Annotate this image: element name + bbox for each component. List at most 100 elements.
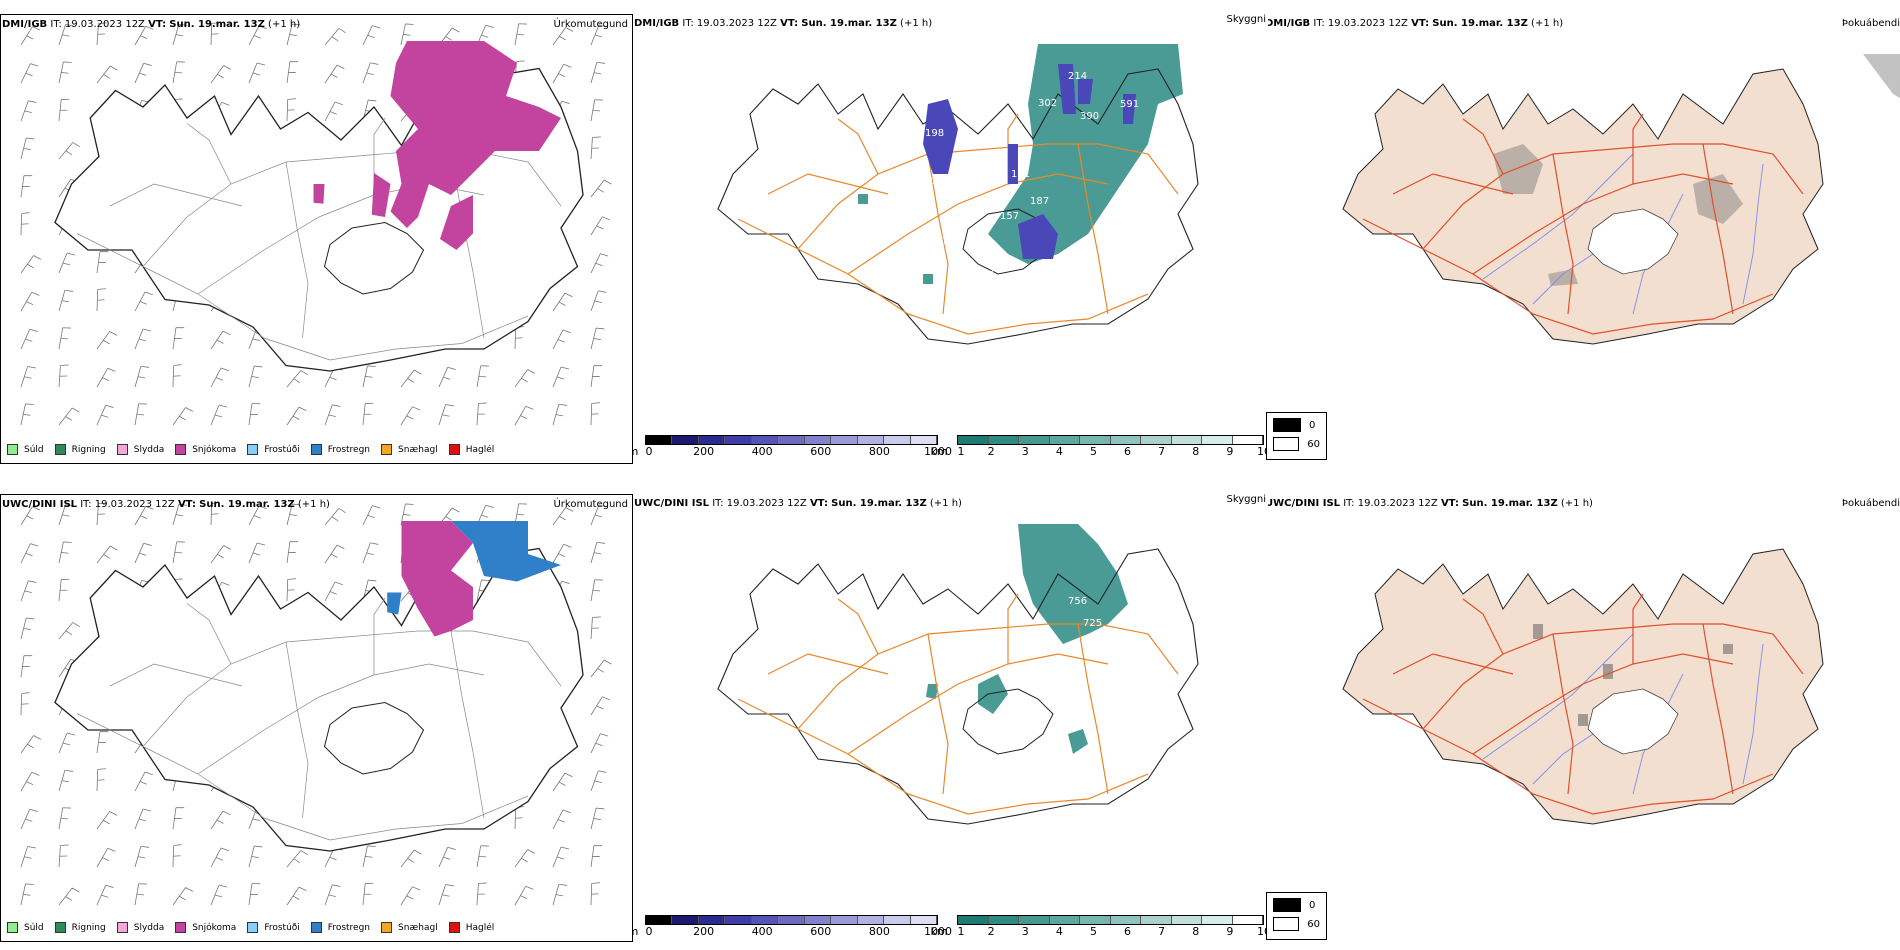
legend-swatch [310, 922, 322, 933]
wind-barb [248, 542, 266, 564]
wind-barb [210, 502, 220, 526]
road-line [927, 153, 949, 315]
wind-barb [590, 99, 603, 122]
wind-barb [58, 541, 72, 564]
visibility-colorbar: km 1 2 3 4 5 6 7 8 9 10 [930, 915, 1268, 939]
wind-barb [438, 884, 454, 906]
wind-barb [134, 505, 154, 526]
wind-barb [590, 579, 603, 602]
wind-barb [96, 251, 109, 274]
wind-barb [362, 505, 381, 526]
road-line [142, 150, 562, 267]
wind-barb [210, 65, 232, 84]
wind-barb [96, 288, 106, 312]
colorbar-cell [1049, 916, 1080, 924]
colorbar-tick: 8 [1192, 445, 1200, 458]
wind-barb [96, 331, 118, 350]
road-line [1472, 653, 1734, 755]
wind-barb [172, 844, 182, 868]
panel-title: Skyggni [1226, 494, 1266, 505]
colorbar-tick: 800 [868, 925, 890, 938]
panel-header: UWC/DINI ISL IT: 19.03.2023 12Z VT: Sun.… [2, 499, 330, 510]
wind-barb [58, 769, 74, 792]
wind-barb [286, 61, 299, 84]
glacier-outline [962, 688, 1054, 755]
wind-barb [362, 365, 376, 388]
road-line [1472, 173, 1734, 275]
legend-swatch [448, 444, 460, 455]
precip-type-map [20, 22, 612, 426]
wind-barb [20, 692, 30, 716]
cloud-base-label: 142 [1063, 262, 1082, 273]
road-line [797, 623, 1179, 730]
colorbar-tick: 400 [751, 445, 773, 458]
colorbar-cell [1141, 916, 1172, 924]
road-line [450, 630, 485, 819]
road-line [1552, 633, 1574, 795]
colorbar-cell [1080, 916, 1111, 924]
wind-barb [552, 846, 570, 868]
wind-barb [96, 884, 114, 906]
legend-label: Snæhagl [398, 922, 438, 933]
road-line [927, 633, 949, 795]
precip-legend: Súld Rigning Slydda Snjókoma Frostúði Frostre… [7, 922, 494, 933]
wind-barb [20, 175, 33, 198]
colorbar-cell [778, 436, 805, 444]
wind-barb [96, 65, 118, 84]
road-line [737, 218, 1149, 335]
iceland-outline [54, 547, 584, 852]
wind-barb [20, 328, 38, 350]
panel-title: Skyggni [1226, 14, 1266, 25]
wind-barb [362, 542, 379, 564]
fog-area [1723, 644, 1733, 654]
wind-barb [134, 25, 154, 46]
fog-area [1863, 54, 1900, 98]
wind-barb [514, 849, 536, 868]
wind-barb [58, 61, 72, 84]
river-line [1482, 633, 1634, 760]
colorbar-cell [831, 436, 858, 444]
colorbar-tick: 5 [1089, 445, 1097, 458]
colorbar-unit: m [633, 925, 638, 938]
legend-swatch [310, 444, 322, 455]
wind-barb [58, 24, 74, 46]
colorbar-tick: 600 [810, 925, 832, 938]
colorbar-tick: 800 [868, 445, 890, 458]
legend-item: Snjókoma [175, 922, 236, 933]
wind-barb [590, 24, 608, 46]
wind-barb [20, 291, 40, 312]
colorbar-tick: 5 [1089, 925, 1097, 938]
wind-barb [210, 404, 228, 426]
river-line [1532, 253, 1594, 305]
colorbar-tick: 200 [693, 445, 715, 458]
wind-barb [552, 292, 573, 312]
snow-area [440, 195, 473, 250]
low-cloud-area [1058, 64, 1076, 114]
road-line [1077, 623, 1109, 795]
visibility-map: 214 302 390 591 198 91 151 131 187 157 247 23 131 232… [717, 44, 1199, 345]
wind-barb [210, 847, 229, 868]
wind-barb [514, 885, 534, 906]
fog-area [1533, 624, 1543, 639]
river-line [1532, 733, 1594, 785]
colorbar-cell [1232, 916, 1263, 924]
colorbar-cell [725, 916, 752, 924]
low-cloud-area [1018, 214, 1058, 259]
river-line [1742, 163, 1764, 305]
legend-label: Haglél [465, 922, 495, 933]
cloud-base-label: 131 [1011, 169, 1030, 180]
wind-barb [400, 849, 422, 868]
wind-barb [476, 365, 489, 388]
river-line [1742, 643, 1764, 785]
wind-barb [210, 545, 232, 564]
wind-barb [58, 364, 69, 388]
panel-title: Þokuábendi [1841, 18, 1900, 29]
wind-barb [134, 365, 150, 388]
legend-swatch [247, 444, 259, 455]
wind-barb [58, 407, 80, 426]
legend-swatch [175, 922, 187, 933]
legend-label: Snjókoma [192, 444, 237, 455]
wind-barb [324, 64, 345, 84]
wind-barb [324, 508, 346, 526]
colorbar-cell [1110, 916, 1141, 924]
